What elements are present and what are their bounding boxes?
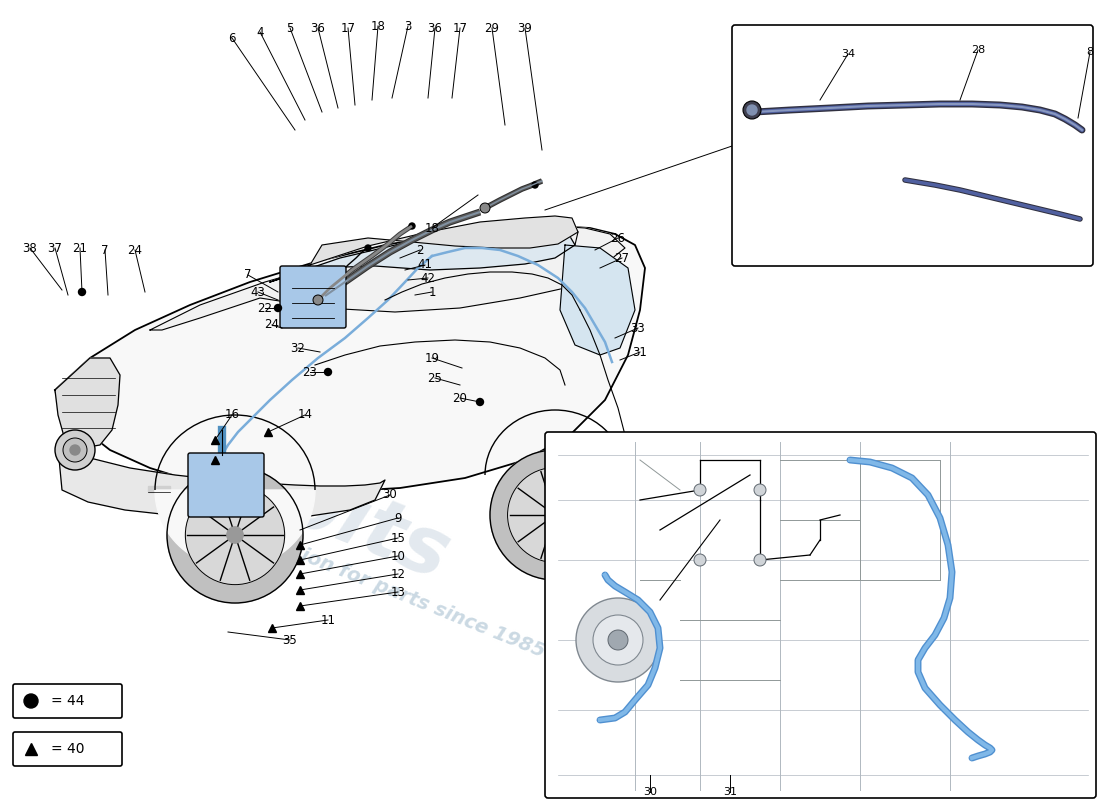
Circle shape [747, 105, 757, 115]
Polygon shape [270, 226, 575, 282]
Circle shape [593, 615, 644, 665]
Text: 16: 16 [224, 409, 240, 422]
Text: 42: 42 [420, 271, 436, 285]
Circle shape [482, 205, 488, 211]
Text: 35: 35 [283, 634, 297, 646]
Text: 3: 3 [405, 19, 411, 33]
Circle shape [365, 245, 371, 251]
Circle shape [694, 554, 706, 566]
Text: 2: 2 [416, 243, 424, 257]
Circle shape [547, 507, 563, 523]
Text: = 44: = 44 [51, 694, 85, 708]
Text: 25: 25 [428, 371, 442, 385]
Text: 29: 29 [484, 22, 499, 34]
Text: 30: 30 [644, 787, 657, 797]
Text: 18: 18 [425, 222, 439, 234]
Text: = 40: = 40 [51, 742, 85, 756]
Circle shape [275, 305, 282, 311]
Circle shape [754, 554, 766, 566]
FancyBboxPatch shape [13, 732, 122, 766]
Polygon shape [310, 216, 578, 265]
Circle shape [490, 450, 620, 580]
Polygon shape [55, 226, 645, 492]
Text: 41: 41 [418, 258, 432, 271]
Text: 27: 27 [615, 251, 629, 265]
Text: 37: 37 [47, 242, 63, 254]
Text: 21: 21 [73, 242, 88, 254]
Text: 18: 18 [371, 19, 385, 33]
Text: 7: 7 [244, 269, 252, 282]
Text: 28: 28 [971, 45, 986, 55]
Polygon shape [150, 226, 625, 330]
Text: 14: 14 [297, 409, 312, 422]
Polygon shape [560, 245, 635, 355]
Text: 7: 7 [101, 243, 109, 257]
Text: 24: 24 [264, 318, 279, 331]
Text: 31: 31 [723, 787, 737, 797]
Circle shape [532, 182, 538, 188]
Text: 10: 10 [390, 550, 406, 562]
Polygon shape [58, 448, 385, 518]
Text: 13: 13 [390, 586, 406, 598]
Polygon shape [55, 358, 120, 448]
Circle shape [24, 694, 38, 708]
Circle shape [742, 101, 761, 119]
FancyBboxPatch shape [188, 453, 264, 517]
FancyBboxPatch shape [13, 684, 122, 718]
Text: 36: 36 [310, 22, 326, 34]
Text: 8: 8 [1087, 47, 1093, 57]
FancyBboxPatch shape [732, 25, 1093, 266]
Text: 5: 5 [286, 22, 294, 34]
Circle shape [55, 430, 95, 470]
Circle shape [754, 484, 766, 496]
Text: 12: 12 [390, 567, 406, 581]
Circle shape [476, 398, 484, 406]
Circle shape [507, 467, 603, 562]
Text: 17: 17 [341, 22, 355, 34]
Text: 34: 34 [840, 49, 855, 59]
Text: 15: 15 [390, 531, 406, 545]
Text: 31: 31 [632, 346, 648, 358]
Text: 43: 43 [251, 286, 265, 298]
Text: eurobits: eurobits [80, 383, 460, 597]
Circle shape [186, 486, 285, 585]
Circle shape [70, 445, 80, 455]
Circle shape [576, 598, 660, 682]
Circle shape [63, 438, 87, 462]
Circle shape [480, 203, 490, 213]
Circle shape [227, 527, 243, 543]
Bar [148, 486, 170, 492]
Text: 38: 38 [23, 242, 37, 254]
Circle shape [78, 289, 86, 295]
Text: 6: 6 [229, 31, 235, 45]
Circle shape [409, 223, 415, 229]
Text: 20: 20 [452, 391, 468, 405]
Text: 4: 4 [256, 26, 264, 38]
FancyBboxPatch shape [280, 266, 346, 328]
Text: 30: 30 [383, 489, 397, 502]
Circle shape [314, 295, 323, 305]
FancyBboxPatch shape [544, 432, 1096, 798]
Text: 24: 24 [128, 243, 143, 257]
Circle shape [608, 630, 628, 650]
Text: 9: 9 [394, 511, 402, 525]
Text: a passion for parts since 1985: a passion for parts since 1985 [232, 519, 548, 661]
Text: 17: 17 [452, 22, 468, 34]
Text: 22: 22 [257, 302, 273, 314]
Text: 39: 39 [518, 22, 532, 34]
Circle shape [694, 484, 706, 496]
Text: 33: 33 [630, 322, 646, 334]
Text: 26: 26 [610, 231, 626, 245]
Text: 36: 36 [428, 22, 442, 34]
Circle shape [167, 467, 302, 603]
Text: 1: 1 [428, 286, 436, 298]
Text: 32: 32 [290, 342, 306, 354]
Text: 23: 23 [302, 366, 318, 378]
Circle shape [324, 369, 331, 375]
Polygon shape [155, 490, 315, 568]
Text: 19: 19 [425, 351, 440, 365]
Text: 11: 11 [320, 614, 336, 626]
